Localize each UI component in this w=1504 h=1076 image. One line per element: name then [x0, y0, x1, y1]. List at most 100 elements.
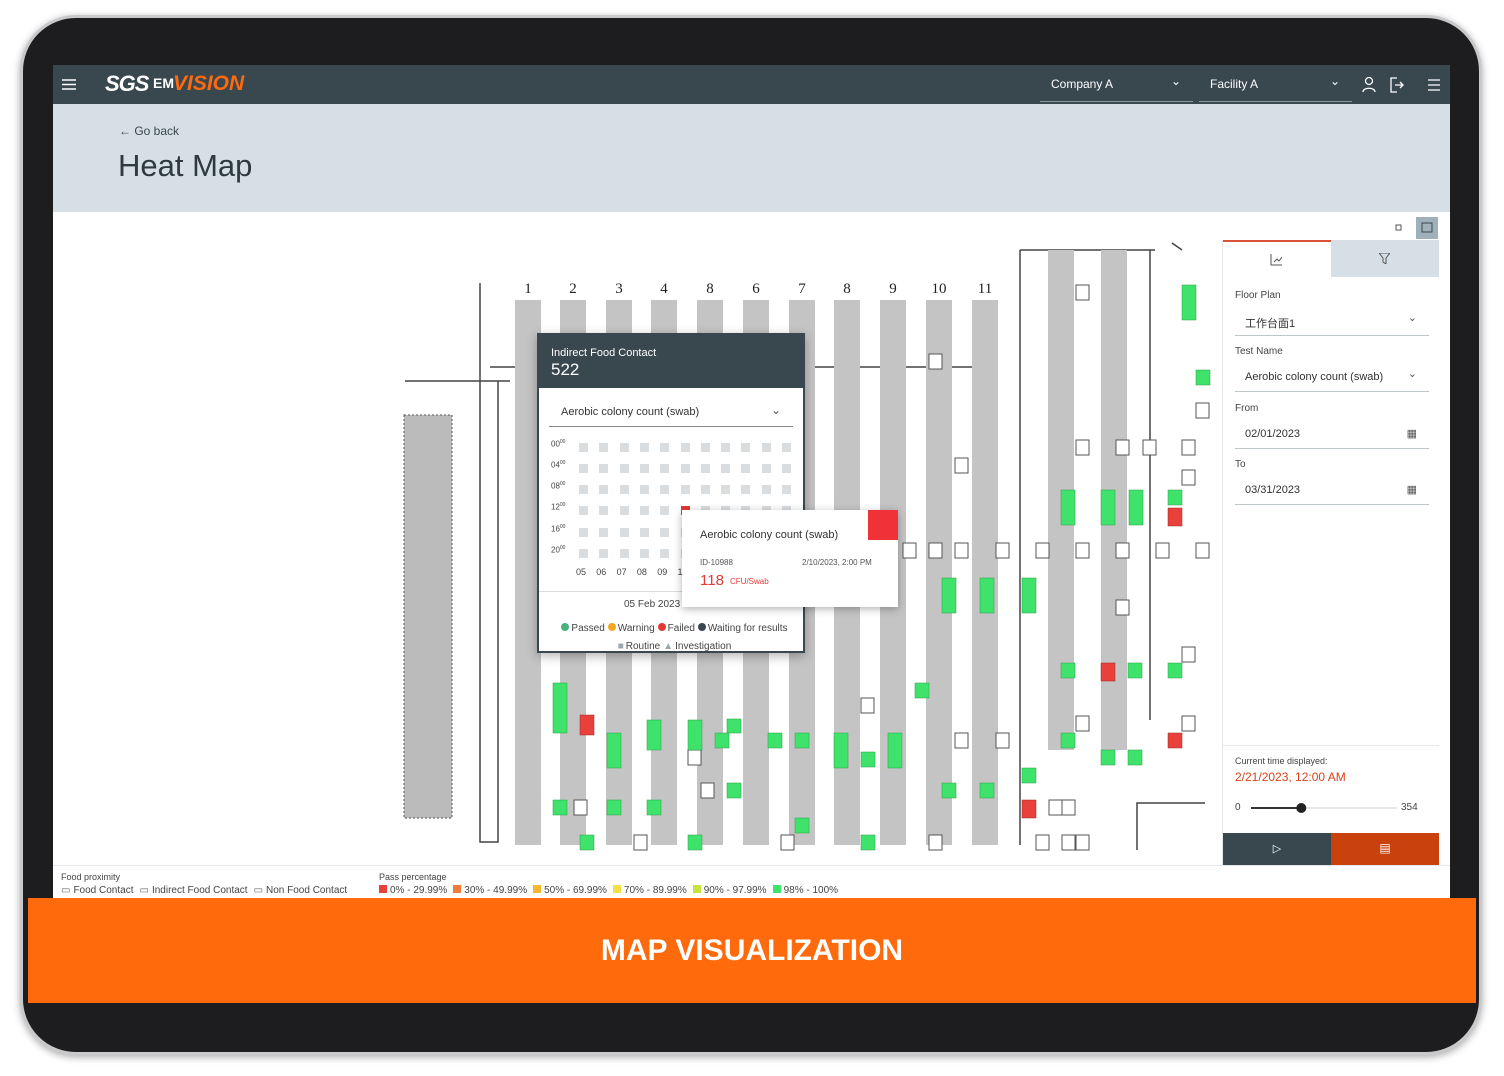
- heat-cell: [782, 464, 791, 473]
- facility-select[interactable]: Facility A ⌄: [1199, 65, 1352, 102]
- sample-failed: [1021, 799, 1037, 819]
- heat-cell: [680, 464, 690, 473]
- minutes: 00: [559, 481, 566, 487]
- sample-passed: [941, 782, 957, 799]
- proximity-label: Indirect Food Contact: [151, 885, 248, 896]
- pass-list: 0% - 29.99% 30% - 49.99% 50% - 69.99% 70% -…: [379, 885, 838, 896]
- sample-passed: [1021, 767, 1037, 784]
- field-input[interactable]: 03/31/2023 ▦: [1235, 475, 1429, 505]
- heat-cell: [599, 443, 609, 452]
- minutes: 00: [559, 545, 566, 551]
- proximity-title: Food proximity: [61, 872, 121, 882]
- popup-legend: Passed Warning Failed Waiting for results ■ R…: [557, 620, 789, 656]
- hour: 00: [551, 439, 560, 449]
- sample-passed: [726, 782, 742, 799]
- sample-point: [1195, 402, 1210, 419]
- pass-swatch: [453, 885, 462, 893]
- pass-title: Pass percentage: [379, 872, 447, 882]
- field-value: 03/31/2023: [1245, 484, 1301, 496]
- heat-cell: [619, 506, 629, 515]
- pass-swatch: [379, 885, 387, 893]
- pass-swatch: [612, 885, 621, 893]
- sample-passed: [579, 834, 595, 851]
- heat-cell: [660, 464, 670, 473]
- aisle-label: 11: [978, 281, 992, 297]
- field-input[interactable]: 工作台面1 ⌄: [1235, 306, 1429, 336]
- field-input[interactable]: 02/01/2023 ▦: [1235, 419, 1429, 449]
- hour: 08: [551, 481, 560, 491]
- sample-passed: [646, 719, 662, 751]
- field-value: 工作台面1: [1245, 318, 1296, 330]
- heat-cell: [599, 506, 609, 515]
- heat-cell: [660, 506, 670, 515]
- sample-point: [1075, 284, 1090, 301]
- tab-chart[interactable]: [1223, 240, 1331, 277]
- heat-cell: [599, 485, 609, 494]
- tab-filter[interactable]: [1331, 240, 1439, 277]
- report-button[interactable]: ▤: [1331, 833, 1439, 865]
- hour: 20: [551, 545, 560, 555]
- page-title: Heat Map: [118, 148, 253, 183]
- current-time: 2/21/2023, 12:00 AM: [1235, 770, 1346, 784]
- heat-cell: [741, 485, 751, 494]
- sample-point: [860, 697, 875, 714]
- view-toggle[interactable]: [1393, 217, 1438, 239]
- sample-point: [700, 782, 715, 799]
- heat-cell: [639, 549, 649, 558]
- sample-point: [954, 542, 969, 559]
- hour-label: 0400: [551, 460, 565, 470]
- hour-label: 0000: [551, 439, 565, 449]
- slider-thumb: [1296, 803, 1307, 813]
- aisle: [515, 300, 541, 845]
- tooltip-datetime: 2/10/2023, 2:00 PM: [802, 558, 872, 567]
- tooltip-title: Aerobic colony count (swab): [700, 529, 839, 541]
- tooltip-status: [868, 510, 898, 540]
- legend-label: Passed: [571, 623, 605, 634]
- sample-passed: [646, 799, 662, 816]
- field-icon: ▦: [1406, 428, 1417, 440]
- sample-passed: [726, 718, 742, 734]
- aisle-label: 3: [615, 281, 623, 297]
- heat-cell: [619, 485, 629, 494]
- heat-cell: [619, 549, 629, 558]
- legend-label: Waiting for results: [707, 623, 788, 634]
- heat-cell: [599, 549, 609, 558]
- popup-test-select[interactable]: Aerobic colony count (swab) ⌄: [549, 397, 793, 427]
- popup-test: Aerobic colony count (swab): [561, 406, 700, 418]
- company-select[interactable]: Company A ⌄: [1040, 65, 1193, 102]
- slider-max: 354: [1401, 802, 1418, 813]
- side-panel: Floor Plan 工作台面1 ⌄ Test Name Aerobic colony …: [1222, 240, 1439, 865]
- menu-button[interactable]: [62, 79, 76, 90]
- heat-cell: [660, 485, 670, 494]
- go-back[interactable]: ← Go back: [119, 124, 180, 138]
- heat-cell: [579, 443, 588, 452]
- heat-cell: [700, 443, 710, 452]
- logo: SGS: [105, 71, 149, 96]
- play-button[interactable]: ▷: [1223, 833, 1331, 865]
- type-label: Investigation: [675, 641, 732, 652]
- sample-passed: [1167, 489, 1183, 506]
- sample-passed: [1021, 577, 1037, 614]
- sample-point: [1075, 439, 1090, 456]
- pass-swatch: [533, 885, 542, 893]
- sample-passed: [887, 732, 903, 769]
- hour: 12: [551, 502, 560, 512]
- header-icons[interactable]: [1362, 76, 1442, 94]
- heat-cell: [639, 528, 649, 537]
- hour-label: 2000: [551, 545, 565, 555]
- aisle-label: 1: [524, 281, 532, 297]
- field-input[interactable]: Aerobic colony count (swab) ⌄: [1235, 362, 1429, 392]
- field-value: 02/01/2023: [1245, 428, 1301, 440]
- sample-point: [928, 834, 943, 851]
- proximity-label: Food Contact: [73, 885, 134, 896]
- heat-cell: [761, 464, 771, 473]
- sample-passed: [1100, 749, 1116, 766]
- heat-cell: [579, 549, 588, 558]
- sample-passed: [979, 577, 995, 614]
- aisle-label: 8: [706, 281, 714, 297]
- pass-label: 70% - 89.99%: [623, 885, 687, 896]
- go-back-label: Go back: [134, 124, 180, 138]
- sample-point: [1075, 715, 1090, 732]
- time-slider[interactable]: [1251, 800, 1397, 816]
- day-label: 07: [616, 567, 627, 577]
